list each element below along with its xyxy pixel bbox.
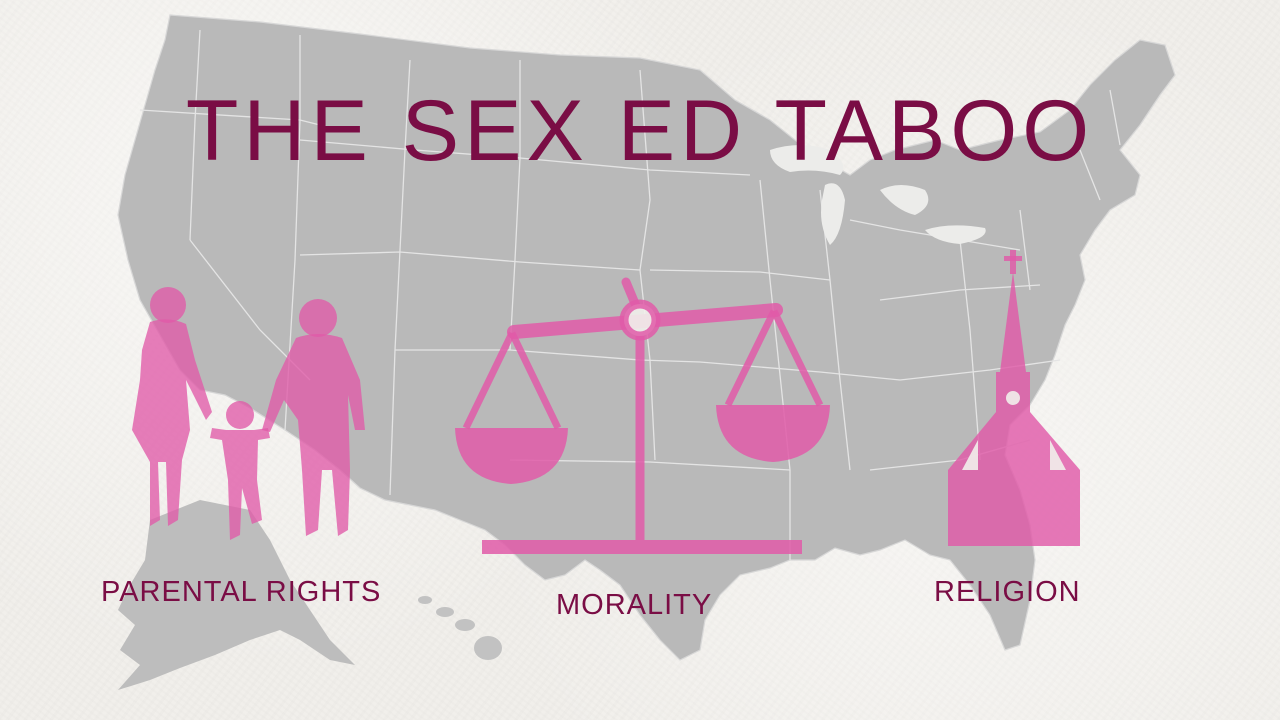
religion-label: RELIGION xyxy=(934,576,1081,608)
alaska-map xyxy=(118,500,355,690)
hawaii-map xyxy=(418,596,502,660)
church-icon xyxy=(948,250,1080,546)
family-icon xyxy=(132,287,365,540)
great-lakes xyxy=(770,145,986,245)
parental-rights-label: PARENTAL RIGHTS xyxy=(101,576,382,608)
morality-label: MORALITY xyxy=(556,589,713,621)
slide-title: THE SEX ED TABOO xyxy=(185,83,1095,179)
scales-icon xyxy=(455,277,830,554)
state-borders xyxy=(139,29,1121,560)
